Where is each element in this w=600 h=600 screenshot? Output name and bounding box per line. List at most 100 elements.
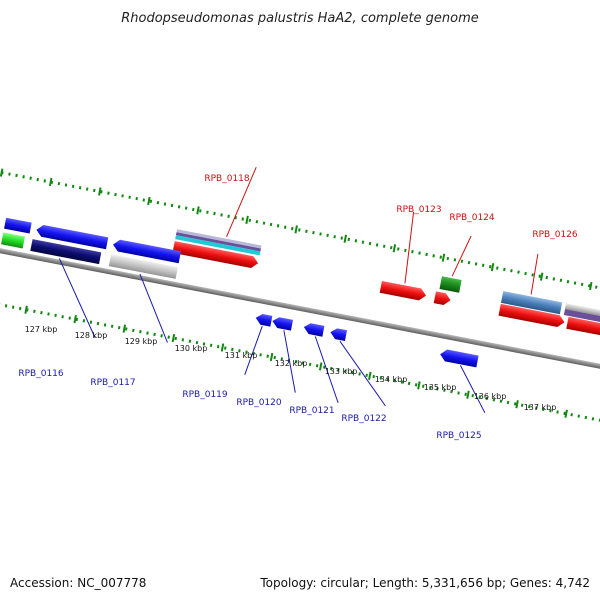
leader-rpb-0126 — [530, 253, 539, 295]
tick-dot — [404, 248, 407, 253]
gene-rpb-0126-grey[interactable] — [564, 303, 600, 317]
tick-dot — [68, 316, 71, 320]
tick-dot — [478, 395, 482, 399]
tick-mark — [0, 168, 4, 177]
tick-dot — [245, 350, 248, 354]
tick-dot — [238, 349, 241, 353]
gene-rpb-0118-layer-3[interactable] — [175, 235, 261, 256]
tick-dot — [227, 214, 230, 218]
gene-left-blue-top[interactable] — [4, 217, 32, 234]
tick-dot — [213, 211, 216, 216]
gene-label-rpb-0125[interactable]: RPB_0125 — [436, 431, 481, 441]
tick-dot — [467, 260, 471, 265]
tick-dot — [584, 415, 588, 420]
tick-dot — [36, 177, 40, 182]
tick-dot — [443, 388, 446, 392]
tick-dot — [503, 267, 506, 272]
gene-rpb-0123[interactable] — [379, 280, 427, 301]
accession-text: Accession: NC_007778 — [10, 576, 146, 590]
tick-mark — [48, 177, 53, 187]
tick-dot — [290, 226, 294, 231]
tick-dot — [259, 353, 262, 357]
tick-dot — [121, 194, 124, 198]
gene-rpb-0125[interactable] — [439, 348, 479, 368]
tick-dot — [358, 372, 361, 376]
gene-rpb-0120[interactable] — [271, 316, 294, 331]
gene-rpb-0122[interactable] — [329, 327, 348, 342]
gene-rpb-0126-layer[interactable] — [500, 291, 563, 315]
tick-dot — [11, 305, 15, 309]
tick-mark — [564, 409, 568, 418]
tick-dot — [361, 240, 365, 244]
tick-dot — [103, 323, 107, 327]
gene-forward-next[interactable] — [566, 316, 600, 337]
tick-dot — [181, 338, 185, 342]
gene-rpb-0124[interactable] — [433, 291, 452, 306]
tick-dot — [315, 364, 319, 368]
gene-rpb-0116[interactable] — [30, 239, 102, 265]
tick-dot — [397, 247, 400, 251]
gene-rpb-0117-top[interactable] — [112, 239, 181, 264]
tick-dot — [132, 328, 135, 333]
tick-label: 130 kbp — [175, 344, 208, 353]
tick-dot — [223, 346, 227, 350]
tick-label: 134 kbp — [375, 375, 408, 384]
gene-label-rpb-0119[interactable]: RPB_0119 — [182, 390, 228, 400]
gene-rpb-0118-layer-1[interactable] — [176, 229, 262, 249]
tick-labels: 127 kbp 128 kbp 129 kbp 130 kbp 131 kbp … — [25, 325, 557, 412]
tick-dot — [18, 306, 22, 311]
leader-rpb-0124 — [451, 235, 472, 277]
gene-label-rpb-0124[interactable]: RPB_0124 — [449, 213, 495, 223]
tick-mark — [98, 187, 102, 196]
gene-label-rpb-0121[interactable]: RPB_0121 — [289, 406, 334, 416]
gene-rpb-0118[interactable] — [172, 241, 260, 269]
tick-dot — [545, 275, 549, 280]
tick-dot — [382, 244, 386, 248]
tick-dot — [57, 181, 61, 186]
tick-dot — [351, 370, 354, 375]
tick-dot — [78, 186, 82, 190]
gene-rpb-0118-layer-2[interactable] — [175, 232, 261, 252]
topology-text: Topology: circular; Length: 5,331,656 bp… — [259, 576, 590, 590]
tick-dot — [411, 250, 414, 254]
gene-label-rpb-0123[interactable]: RPB_0123 — [396, 205, 441, 215]
tick-dot — [453, 258, 457, 262]
tick-dot — [308, 362, 312, 367]
tick-dot — [407, 381, 411, 386]
tick-dot — [542, 407, 545, 411]
gene-rpb-0116-top[interactable] — [35, 224, 109, 250]
gene-label-rpb-0117[interactable]: RPB_0117 — [90, 378, 135, 388]
tick-dot — [301, 361, 305, 365]
tick-dot — [273, 355, 277, 360]
tick-dot — [4, 304, 8, 308]
gene-left-green[interactable] — [1, 232, 25, 249]
tick-dot — [549, 409, 552, 413]
gene-rpb-0117[interactable] — [108, 254, 178, 279]
gene-label-rpb-0116[interactable]: RPB_0116 — [18, 369, 64, 379]
tick-dot — [520, 403, 524, 407]
gene-rpb-0126-purple[interactable] — [563, 309, 600, 323]
gene-label-rpb-0126[interactable]: RPB_0126 — [532, 230, 578, 240]
leader-rpb-0120 — [283, 330, 296, 393]
gene-label-rpb-0118[interactable]: RPB_0118 — [204, 174, 250, 184]
tick-dot — [471, 394, 474, 398]
tick-dot — [559, 278, 563, 282]
gene-label-rpb-0122[interactable]: RPB_0122 — [341, 414, 386, 424]
gene-rpb-0126[interactable] — [498, 303, 566, 328]
tick-mark — [122, 324, 127, 333]
gene-rpb-0121[interactable] — [303, 322, 325, 337]
tick-dot — [414, 383, 418, 387]
tick-dot — [33, 309, 36, 313]
tick-label: 132 kbp — [275, 359, 308, 368]
tick-dot — [354, 239, 358, 243]
tick-dot — [195, 340, 199, 345]
tick-dot — [319, 232, 322, 236]
tick-dot — [22, 175, 25, 179]
gene-rpb-0119[interactable] — [255, 313, 273, 327]
tick-dot — [389, 245, 393, 250]
gene-rpb-0124-green[interactable] — [439, 276, 462, 293]
tick-dot — [96, 321, 100, 326]
tick-dot — [184, 206, 188, 210]
tick-dot — [393, 379, 397, 383]
gene-label-rpb-0120[interactable]: RPB_0120 — [236, 398, 282, 408]
